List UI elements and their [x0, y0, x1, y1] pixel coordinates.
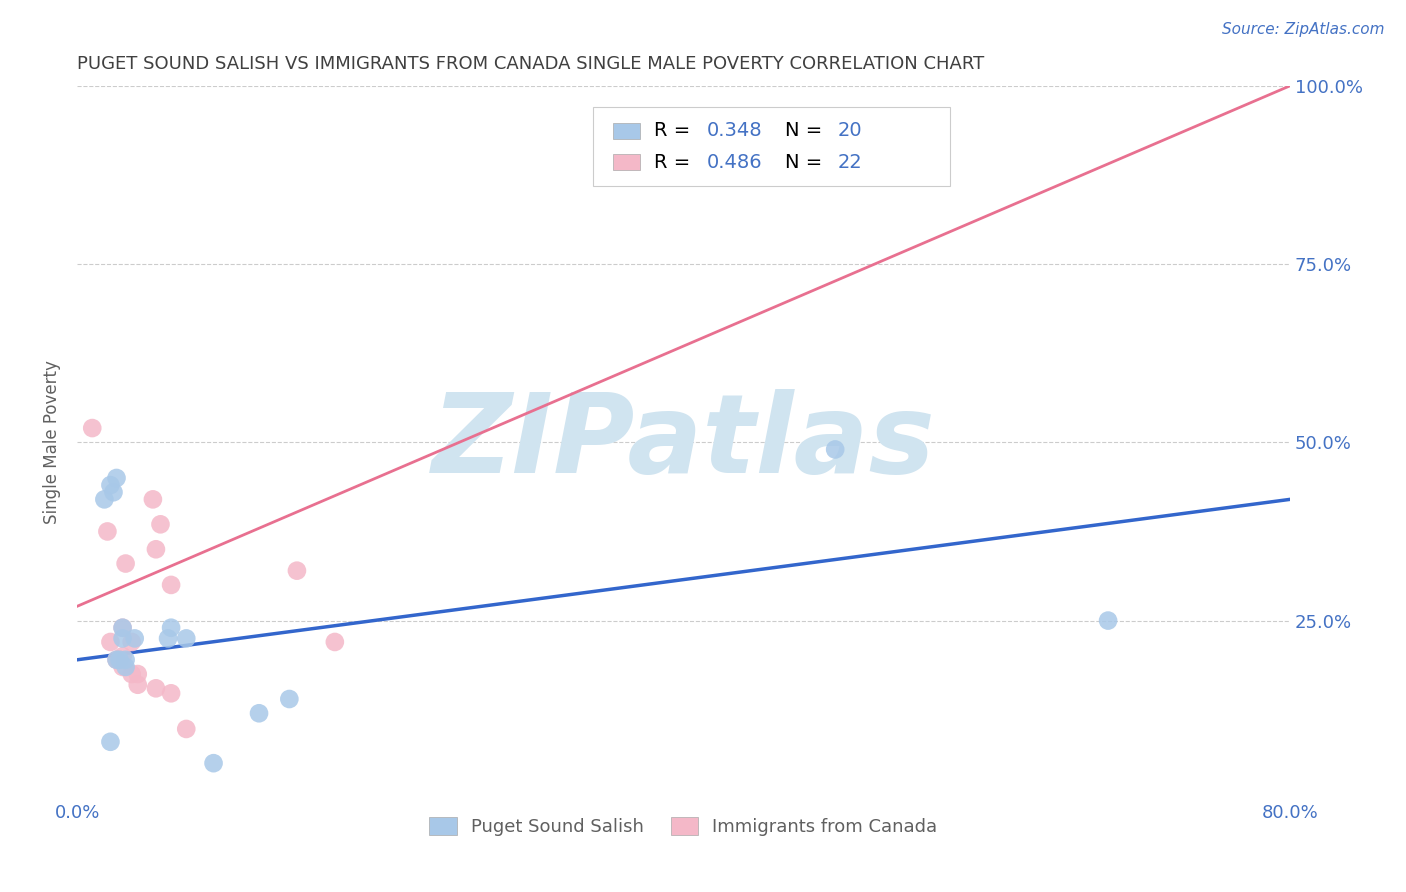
Point	[160, 578, 183, 592]
Point	[145, 542, 167, 557]
Text: Source: ZipAtlas.com: Source: ZipAtlas.com	[1222, 22, 1385, 37]
Point	[114, 660, 136, 674]
Point	[285, 564, 308, 578]
Point	[247, 706, 270, 721]
Text: ZIPatlas: ZIPatlas	[432, 389, 935, 496]
Text: N =: N =	[786, 121, 830, 140]
Point	[1097, 614, 1119, 628]
Point	[100, 478, 122, 492]
Point	[111, 632, 134, 646]
Point	[127, 678, 149, 692]
Text: 0.348: 0.348	[707, 121, 762, 140]
Point	[105, 653, 128, 667]
Text: R =: R =	[654, 121, 697, 140]
FancyBboxPatch shape	[613, 123, 640, 138]
Point	[157, 632, 180, 646]
Point	[174, 722, 197, 736]
Point	[100, 635, 122, 649]
Point	[82, 421, 104, 435]
Point	[142, 492, 165, 507]
Point	[111, 621, 134, 635]
Point	[114, 557, 136, 571]
Point	[105, 653, 128, 667]
Point	[202, 756, 225, 771]
Point	[127, 667, 149, 681]
Text: R =: R =	[654, 153, 697, 171]
Point	[114, 653, 136, 667]
Point	[174, 632, 197, 646]
Y-axis label: Single Male Poverty: Single Male Poverty	[44, 360, 60, 524]
Point	[121, 635, 143, 649]
Point	[160, 686, 183, 700]
Point	[108, 653, 131, 667]
Point	[124, 632, 146, 646]
FancyBboxPatch shape	[613, 154, 640, 170]
Point	[105, 471, 128, 485]
Point	[103, 485, 125, 500]
Text: 20: 20	[838, 121, 862, 140]
Point	[111, 649, 134, 664]
Point	[111, 621, 134, 635]
Text: N =: N =	[786, 153, 830, 171]
Point	[149, 517, 172, 532]
Point	[160, 621, 183, 635]
Point	[93, 492, 115, 507]
Point	[278, 692, 301, 706]
Text: 0.486: 0.486	[707, 153, 762, 171]
Point	[100, 735, 122, 749]
Legend: Puget Sound Salish, Immigrants from Canada: Puget Sound Salish, Immigrants from Cana…	[422, 810, 945, 843]
Point	[111, 660, 134, 674]
Text: PUGET SOUND SALISH VS IMMIGRANTS FROM CANADA SINGLE MALE POVERTY CORRELATION CHA: PUGET SOUND SALISH VS IMMIGRANTS FROM CA…	[77, 55, 984, 73]
Point	[145, 681, 167, 696]
Point	[96, 524, 118, 539]
FancyBboxPatch shape	[592, 107, 950, 186]
Point	[121, 667, 143, 681]
Point	[108, 653, 131, 667]
Text: 22: 22	[838, 153, 862, 171]
Point	[323, 635, 346, 649]
Point	[824, 442, 846, 457]
